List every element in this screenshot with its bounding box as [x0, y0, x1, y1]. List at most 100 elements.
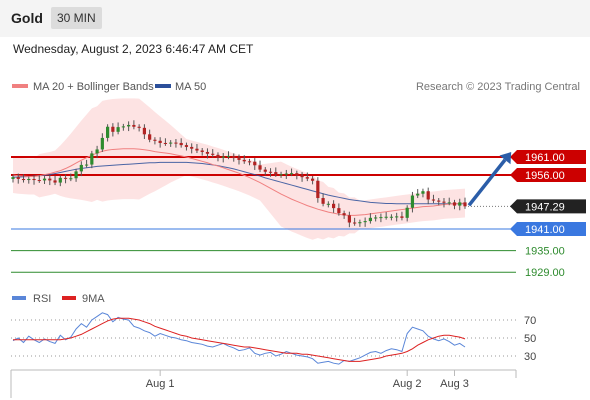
candle-body — [368, 217, 372, 222]
candle-body — [258, 165, 262, 170]
candle-body — [268, 171, 273, 173]
legend: MA 20 + Bollinger Bands MA 50 Research ©… — [12, 81, 580, 93]
candle-body — [437, 200, 441, 202]
candle-body — [27, 178, 31, 181]
forecast-arrow-shaft — [467, 158, 507, 207]
candle-body — [116, 127, 120, 132]
timeframe-button[interactable]: 30 MIN — [51, 7, 102, 29]
ma9-legend-label: 9MA — [82, 293, 105, 305]
candle-body — [111, 126, 115, 132]
rsi-panel: RSI 9MA 70 50 30 — [11, 293, 536, 365]
candle-body — [452, 202, 457, 206]
level-label: 1935.00 — [525, 246, 565, 258]
candle-body — [106, 126, 110, 138]
forecast-arrow-head — [499, 152, 512, 165]
candle-body — [274, 172, 278, 175]
candle-body — [416, 193, 420, 196]
candle-body — [389, 216, 394, 218]
candle-body — [421, 191, 425, 194]
candle-body — [169, 142, 173, 144]
ma50-legend-swatch — [155, 84, 171, 88]
instrument-title: Gold — [11, 10, 43, 26]
candle-body — [21, 178, 26, 181]
x-tick-label: Aug 3 — [440, 378, 469, 390]
candle-body — [347, 215, 351, 223]
candle-body — [379, 217, 383, 219]
rsi-tick-label: 50 — [524, 333, 536, 345]
candle-body — [358, 222, 362, 224]
candle-body — [284, 173, 288, 175]
candle-body — [195, 148, 199, 151]
candle-body — [279, 174, 283, 176]
level-label: 1929.00 — [525, 267, 565, 279]
level-tag-last: 1947.29 — [510, 199, 586, 214]
candle-body — [121, 126, 125, 128]
candle-body — [431, 199, 436, 201]
candle-body — [63, 177, 68, 179]
candle-body — [426, 191, 430, 200]
ma9-legend-swatch — [62, 296, 76, 300]
ma20-legend-label: MA 20 + Bollinger Bands — [33, 81, 154, 93]
candle-body — [300, 175, 304, 178]
candle-body — [374, 217, 378, 219]
candle-body — [289, 173, 294, 175]
price-panel: 1961.00 1956.00 1947.29 1941.00 1935.00 1929.… — [11, 98, 586, 279]
ma20-legend-swatch — [12, 84, 28, 88]
candle-body — [310, 178, 315, 181]
candle-body — [253, 161, 257, 166]
candle-body — [463, 202, 467, 207]
candle-body — [184, 145, 189, 147]
candle-body — [337, 208, 341, 214]
candle-body — [447, 202, 451, 204]
candle-body — [326, 203, 330, 205]
header-bar: Gold 30 MIN — [0, 0, 590, 37]
level-label: 1956.00 — [525, 170, 565, 182]
candle-body — [158, 140, 162, 143]
candle-body — [90, 153, 94, 165]
level-label: 1961.00 — [525, 152, 565, 164]
candle-body — [58, 177, 62, 183]
candle-body — [232, 155, 236, 159]
rsi-line — [12, 312, 466, 365]
candle-body — [69, 178, 73, 180]
level-tag-resistance: 1956.00 — [510, 168, 586, 182]
level-label: 1941.00 — [525, 224, 565, 236]
credit-label: Research © 2023 Trading Central — [416, 81, 580, 93]
rsi-legend-label: RSI — [33, 293, 51, 305]
candle-body — [100, 137, 104, 150]
candle-body — [163, 142, 168, 144]
level-tag-resistance: 1961.00 — [510, 150, 586, 164]
candle-body — [384, 216, 388, 218]
candle-body — [127, 124, 131, 127]
candle-body — [342, 213, 346, 216]
level-tag-bg — [510, 199, 586, 214]
candle-body — [405, 207, 409, 218]
rsi-tick-label: 30 — [524, 351, 536, 363]
candle-body — [153, 139, 157, 141]
candle-body — [74, 171, 78, 179]
candle-body — [242, 159, 246, 162]
candle-body — [395, 216, 399, 218]
candle-body — [132, 124, 136, 127]
level-tag-bg — [510, 150, 586, 164]
candle-body — [410, 195, 415, 208]
candle-body — [32, 178, 36, 181]
candle-body — [226, 155, 231, 157]
ma20-line — [12, 148, 466, 216]
candle-body — [84, 164, 89, 166]
candle-body — [179, 142, 183, 146]
candle-body — [353, 222, 357, 224]
candle-body — [142, 127, 146, 135]
candle-body — [95, 149, 99, 154]
candle-body — [332, 203, 336, 209]
candle-body — [190, 146, 194, 149]
candle-body — [400, 216, 404, 218]
candle-body — [137, 126, 141, 128]
bollinger-band — [13, 98, 465, 240]
candle-body — [221, 156, 225, 158]
ma50-legend-label: MA 50 — [175, 81, 206, 93]
level-tag-bg — [510, 168, 586, 182]
candle-body — [200, 150, 204, 152]
rsi-tick-label: 70 — [524, 315, 536, 327]
